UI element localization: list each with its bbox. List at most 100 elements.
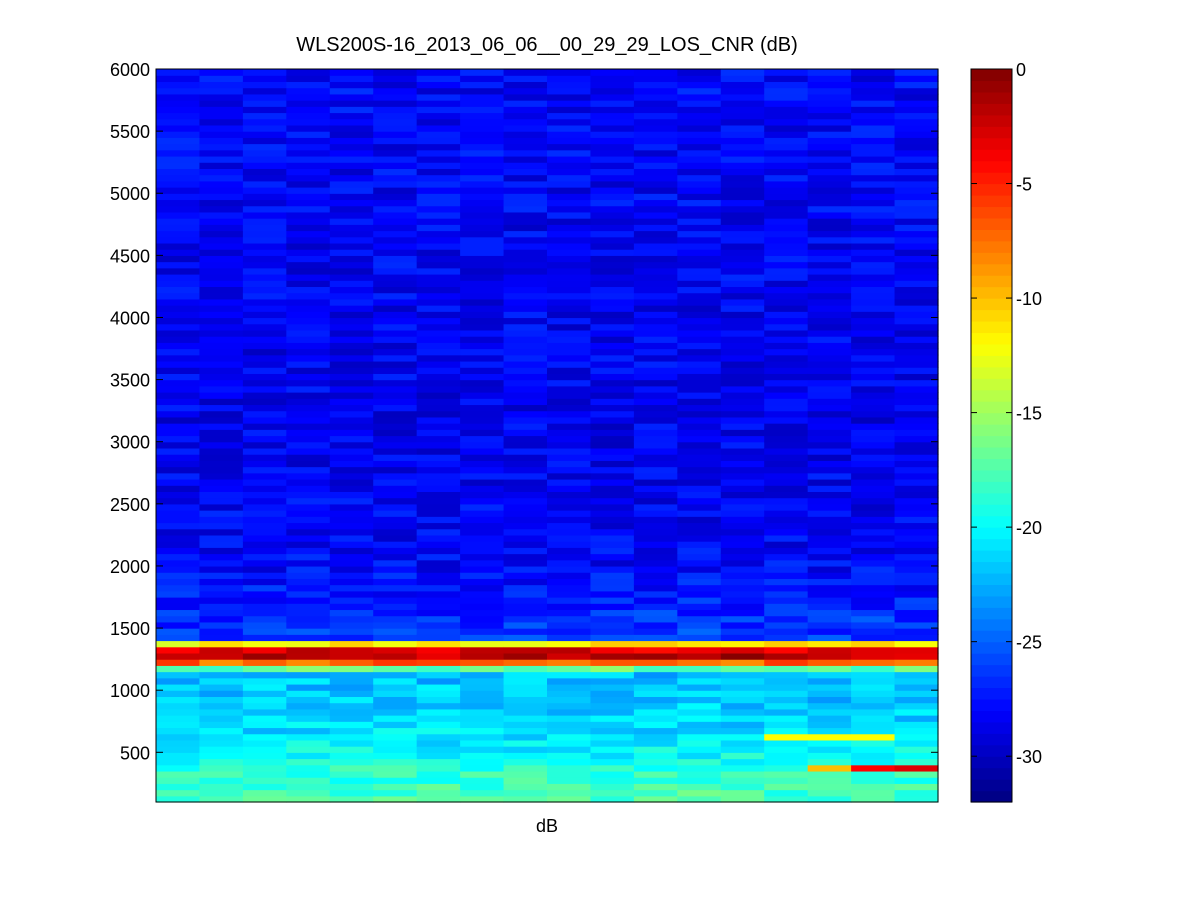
heatmap-cell <box>156 112 201 120</box>
heatmap-cell <box>851 491 896 499</box>
heatmap-cell <box>894 584 939 592</box>
heatmap-cell <box>156 572 201 579</box>
heatmap-cell <box>242 447 287 455</box>
heatmap-cell <box>460 155 505 163</box>
heatmap-cell <box>329 466 374 474</box>
heatmap-cell <box>460 205 505 213</box>
heatmap-cell <box>416 783 461 791</box>
heatmap-cell <box>329 795 374 803</box>
heatmap-cell <box>764 746 809 753</box>
heatmap-cell <box>460 392 505 399</box>
heatmap-cell <box>764 404 809 412</box>
heatmap-cell <box>547 652 592 660</box>
heatmap-cell <box>329 665 374 673</box>
heatmap-cell <box>329 764 374 772</box>
heatmap-cell <box>460 305 505 312</box>
heatmap-cell <box>851 777 896 784</box>
heatmap-cell <box>156 100 201 107</box>
heatmap-cell <box>416 329 461 337</box>
heatmap-cell <box>547 367 592 374</box>
heatmap-cell <box>547 100 592 107</box>
heatmap-cell <box>547 124 592 132</box>
heatmap-cell <box>242 323 287 331</box>
heatmap-cell <box>547 764 592 772</box>
colorbar-swatch <box>971 194 1012 208</box>
colorbar-swatch <box>971 114 1012 127</box>
heatmap-cell <box>373 491 418 499</box>
heatmap-cell <box>286 683 331 691</box>
heatmap-cell <box>156 522 201 530</box>
colorbar-swatch <box>971 206 1012 219</box>
heatmap-cell <box>590 404 635 412</box>
heatmap-cell <box>416 715 461 722</box>
heatmap-cell <box>894 255 939 263</box>
heatmap-cell <box>590 199 635 207</box>
heatmap-cell <box>156 690 201 697</box>
heatmap-cell <box>807 522 852 530</box>
heatmap-cell <box>503 634 548 642</box>
heatmap-cell <box>416 298 461 306</box>
heatmap-cell <box>329 478 374 486</box>
heatmap-cell <box>503 727 548 735</box>
heatmap-cell <box>764 311 809 319</box>
heatmap-cell <box>851 112 896 120</box>
heatmap-cell <box>764 503 809 511</box>
heatmap-cell <box>720 348 765 356</box>
heatmap-cell <box>807 137 852 145</box>
heatmap-cell <box>720 379 765 387</box>
heatmap-cell <box>590 112 635 120</box>
heatmap-cell <box>329 180 374 188</box>
heatmap-cell <box>764 323 809 331</box>
heatmap-cell <box>894 162 939 169</box>
heatmap-cell <box>416 373 461 381</box>
heatmap-cell <box>677 292 722 300</box>
heatmap-cell <box>199 81 244 89</box>
heatmap-cell <box>590 354 635 362</box>
heatmap-cell <box>460 218 505 225</box>
heatmap-cell <box>156 628 201 635</box>
heatmap-cell <box>416 497 461 505</box>
heatmap-cell <box>764 696 809 704</box>
heatmap-cell <box>199 143 244 151</box>
heatmap-cell <box>373 249 418 256</box>
heatmap-cell <box>807 547 852 555</box>
heatmap-cell <box>807 342 852 350</box>
heatmap-cell <box>677 280 722 288</box>
heatmap-cell <box>373 379 418 387</box>
heatmap-cell <box>460 752 505 760</box>
colorbar-swatch <box>971 779 1012 792</box>
heatmap-cell <box>329 236 374 244</box>
heatmap-cell <box>199 534 244 542</box>
heatmap-cell <box>677 752 722 760</box>
heatmap-cell <box>894 218 939 225</box>
heatmap-cell <box>764 628 809 635</box>
heatmap-cell <box>416 764 461 772</box>
heatmap-cell <box>677 659 722 666</box>
heatmap-cell <box>199 131 244 138</box>
heatmap-cell <box>503 174 548 182</box>
heatmap-cell <box>416 242 461 250</box>
heatmap-cell <box>199 659 244 666</box>
heatmap-cell <box>373 267 418 275</box>
heatmap-cell <box>677 137 722 145</box>
heatmap-cell <box>503 392 548 399</box>
heatmap-cell <box>807 733 852 741</box>
heatmap-cell <box>807 336 852 343</box>
heatmap-cell <box>242 342 287 350</box>
heatmap-cell <box>503 746 548 753</box>
heatmap-cell <box>156 69 201 76</box>
heatmap-cell <box>764 69 809 76</box>
heatmap-cell <box>677 367 722 374</box>
heatmap-cell <box>547 547 592 555</box>
heatmap-cell <box>633 435 678 443</box>
heatmap-cell <box>329 497 374 505</box>
heatmap-cell <box>373 696 418 704</box>
heatmap-cell <box>460 603 505 611</box>
heatmap-cell <box>807 708 852 716</box>
heatmap-cell <box>199 478 244 486</box>
heatmap-cell <box>373 261 418 269</box>
heatmap-cell <box>503 336 548 343</box>
heatmap-cell <box>373 69 418 76</box>
heatmap-cell <box>720 317 765 325</box>
heatmap-cell <box>720 131 765 138</box>
